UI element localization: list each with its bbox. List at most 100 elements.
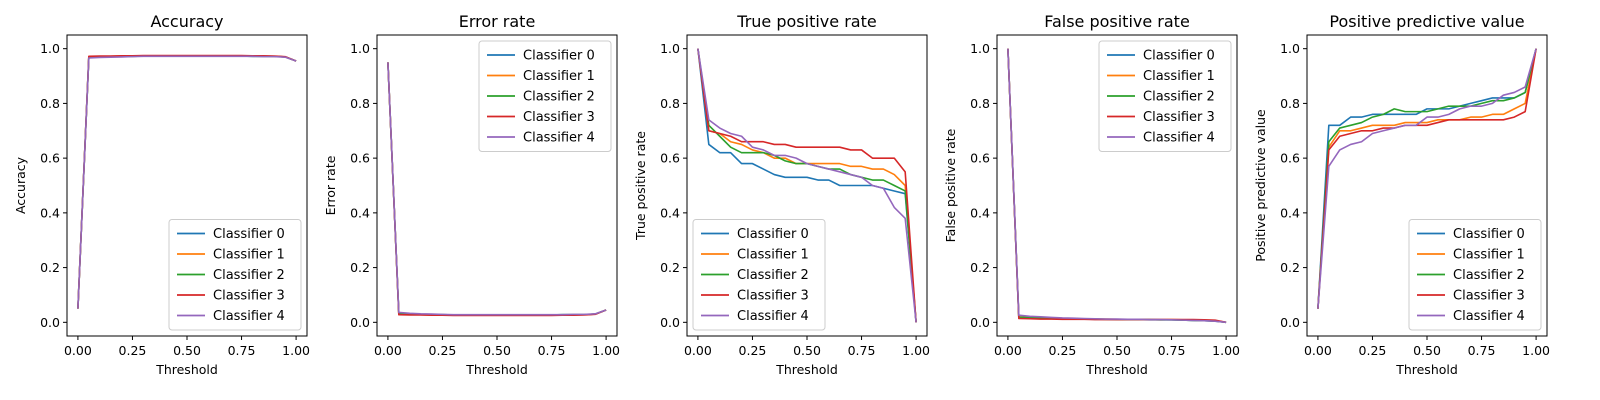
y-tick-label: 0.4 (40, 205, 60, 220)
legend-label: Classifier 3 (1453, 289, 1525, 304)
x-tick-label: 0.25 (739, 343, 767, 358)
series-line-2 (1317, 48, 1537, 309)
y-tick-label: 1.0 (40, 41, 60, 56)
chart-panel-4: Positive predictive value 0.0 0.2 0.4 0.6 0.8… (1253, 12, 1550, 377)
y-tick-label: 0.2 (40, 260, 60, 275)
legend-box (692, 219, 826, 331)
legend-label: Classifier 2 (737, 268, 809, 283)
chart-title: True positive rate (736, 12, 876, 31)
y-tick-label: 0.6 (40, 151, 60, 166)
series-group (1317, 48, 1537, 309)
legend-label: Classifier 1 (737, 248, 809, 263)
legend-label: Classifier 1 (1143, 69, 1215, 84)
y-tick-label: 0.4 (1280, 205, 1300, 220)
chart-panel-3: False positive rate 0.0 0.2 0.4 0.6 0.8 1.0 0.0… (943, 12, 1240, 377)
y-axis-label: Accuracy (13, 156, 28, 214)
legend-label: Classifier 3 (213, 289, 285, 304)
x-tick-label: 1.00 (1522, 343, 1550, 358)
legend-label: Classifier 0 (737, 227, 809, 242)
chart-title: False positive rate (1044, 12, 1190, 31)
x-axis-label: Threshold (775, 362, 838, 377)
y-tick-label: 1.0 (970, 41, 990, 56)
y-tick-label: 0.6 (350, 151, 370, 166)
legend-label: Classifier 3 (523, 110, 595, 125)
y-tick-label: 0.0 (350, 315, 370, 330)
legend-label: Classifier 4 (213, 309, 285, 324)
series-group (697, 48, 917, 323)
series-line-4 (1317, 48, 1537, 309)
x-tick-label: 0.75 (1158, 343, 1186, 358)
y-tick-label: 0.8 (350, 96, 370, 111)
y-tick-label: 0.2 (970, 260, 990, 275)
chart-title: Accuracy (150, 12, 223, 31)
x-axis-label: Threshold (155, 362, 218, 377)
series-line-4 (77, 55, 297, 309)
legend: Classifier 0 Classifier 1 Classifier 2 Clas… (1098, 40, 1232, 152)
legend: Classifier 0 Classifier 1 Classifier 2 Clas… (1408, 219, 1542, 331)
legend-label: Classifier 1 (523, 69, 595, 84)
chart-title: Positive predictive value (1329, 12, 1524, 31)
y-axis-label: Positive predictive value (1253, 109, 1268, 262)
y-tick-label: 0.8 (970, 96, 990, 111)
legend-box (1408, 219, 1542, 331)
x-tick-label: 1.00 (282, 343, 310, 358)
y-tick-label: 0.8 (1280, 96, 1300, 111)
series-line-4 (1007, 48, 1227, 324)
legend-label: Classifier 2 (1143, 90, 1215, 105)
x-tick-label: 0.00 (374, 343, 402, 358)
chart-panel-0: Accuracy 0.0 0.2 0.4 0.6 0.8 1.0 0.00 0.25 0.50 0.… (13, 12, 310, 377)
y-tick-label: 0.8 (40, 96, 60, 111)
y-tick-label: 0.2 (350, 260, 370, 275)
x-tick-label: 0.00 (64, 343, 92, 358)
x-axis-label: Threshold (465, 362, 528, 377)
y-tick-label: 0.6 (1280, 151, 1300, 166)
x-tick-label: 0.75 (1468, 343, 1496, 358)
x-tick-label: 0.00 (1304, 343, 1332, 358)
legend-label: Classifier 3 (737, 289, 809, 304)
legend: Classifier 0 Classifier 1 Classifier 2 Clas… (478, 40, 612, 152)
legend-label: Classifier 4 (1143, 131, 1215, 146)
series-line-3 (697, 48, 917, 323)
series-group (1007, 48, 1227, 324)
legend-box (1098, 40, 1232, 152)
chart-panel-2: True positive rate 0.0 0.2 0.4 0.6 0.8 1.0 0.00… (633, 12, 930, 377)
y-tick-label: 0.2 (660, 260, 680, 275)
y-tick-label: 0.6 (660, 151, 680, 166)
x-tick-label: 1.00 (1212, 343, 1240, 358)
x-axis-label: Threshold (1085, 362, 1148, 377)
y-tick-label: 1.0 (660, 41, 680, 56)
legend-label: Classifier 0 (523, 49, 595, 64)
y-tick-label: 0.2 (1280, 260, 1300, 275)
legend-label: Classifier 1 (1453, 248, 1525, 263)
x-tick-label: 0.25 (429, 343, 457, 358)
chart-panel-1: Error rate 0.0 0.2 0.4 0.6 0.8 1.0 0.00 0.25 0.50… (323, 12, 620, 377)
legend-label: Classifier 2 (1453, 268, 1525, 283)
y-tick-label: 0.0 (40, 315, 60, 330)
series-group (77, 54, 297, 309)
x-tick-label: 0.50 (173, 343, 201, 358)
legend-box (478, 40, 612, 152)
x-tick-label: 1.00 (592, 343, 620, 358)
y-tick-label: 0.8 (660, 96, 680, 111)
y-tick-label: 0.4 (660, 205, 680, 220)
x-axis-label: Threshold (1395, 362, 1458, 377)
series-line-1 (1317, 48, 1537, 309)
series-line-4 (697, 48, 917, 323)
legend-label: Classifier 0 (1453, 227, 1525, 242)
legend-label: Classifier 0 (213, 227, 285, 242)
legend-label: Classifier 4 (1453, 309, 1525, 324)
x-tick-label: 0.75 (848, 343, 876, 358)
legend-label: Classifier 3 (1143, 110, 1215, 125)
legend-label: Classifier 2 (213, 268, 285, 283)
x-tick-label: 0.00 (684, 343, 712, 358)
x-tick-label: 0.50 (793, 343, 821, 358)
y-tick-label: 1.0 (1280, 41, 1300, 56)
y-axis-label: Error rate (323, 155, 338, 215)
legend-label: Classifier 4 (523, 131, 595, 146)
x-tick-label: 0.50 (483, 343, 511, 358)
x-tick-label: 0.75 (228, 343, 256, 358)
legend-label: Classifier 0 (1143, 49, 1215, 64)
legend: Classifier 0 Classifier 1 Classifier 2 Clas… (168, 219, 302, 331)
y-tick-label: 0.0 (660, 315, 680, 330)
